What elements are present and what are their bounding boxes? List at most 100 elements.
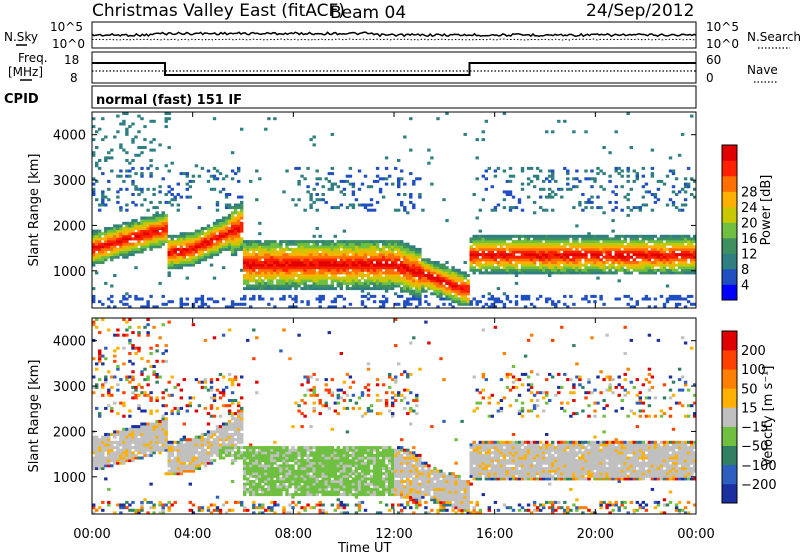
power-cell [563, 263, 567, 267]
velocity-cell [107, 461, 111, 465]
velocity-cell [191, 461, 196, 465]
velocity-cell [194, 443, 199, 447]
power-cell [427, 302, 431, 306]
power-cell [469, 261, 473, 264]
power-cell [620, 208, 624, 212]
velocity-cell [200, 380, 205, 384]
velocity-cell [224, 404, 229, 408]
power-cell [122, 232, 126, 236]
velocity-cell [215, 508, 220, 512]
power-cell [578, 258, 582, 262]
power-cell [200, 250, 205, 254]
beam-label: Beam 04 [330, 3, 406, 23]
power-cell [481, 138, 485, 142]
velocity-cell [155, 438, 159, 442]
velocity-cell [110, 433, 114, 436]
power-cell [551, 266, 555, 270]
power-cell [218, 227, 223, 230]
velocity-cell [143, 422, 147, 426]
power-cell [348, 203, 353, 207]
power-cell [381, 302, 386, 306]
velocity-cell [158, 511, 162, 515]
power-cell [545, 177, 549, 181]
velocity-cell [252, 453, 256, 457]
power-cell [98, 240, 102, 244]
power-cell [173, 258, 177, 262]
power-cell [433, 261, 437, 264]
velocity-cell [164, 344, 168, 348]
power-cell [400, 247, 404, 251]
power-cell [439, 294, 443, 298]
velocity-cell [264, 474, 268, 478]
power-cell [158, 221, 162, 225]
power-cell [240, 211, 244, 215]
power-cell [671, 266, 676, 270]
velocity-cell [137, 349, 141, 353]
power-cell [240, 224, 244, 228]
power-cell [327, 240, 331, 244]
power-cell [191, 234, 196, 238]
velocity-cell [116, 388, 120, 392]
power-cell [110, 242, 114, 246]
velocity-cell [131, 508, 135, 512]
power-cell [523, 242, 528, 246]
power-cell [267, 302, 271, 306]
power-cell [321, 198, 325, 202]
power-cell [131, 138, 135, 142]
power-cell [125, 127, 129, 131]
power-cell [116, 232, 120, 236]
power-cell [128, 250, 132, 254]
power-cell [572, 237, 576, 241]
power-cell [677, 297, 682, 301]
power-cell [375, 166, 380, 170]
power-cell [158, 281, 162, 285]
power-cell [520, 242, 525, 246]
power-cell [116, 130, 120, 134]
power-cell [466, 302, 470, 306]
velocity-cell [161, 511, 165, 515]
velocity-cell [206, 422, 211, 426]
power-cell [686, 247, 691, 251]
power-cell [297, 253, 301, 257]
power-cell [246, 255, 250, 259]
velocity-cell [125, 456, 129, 460]
power-cell [312, 255, 316, 259]
power-cell [146, 234, 150, 238]
power-cell [303, 255, 307, 259]
power-cell [671, 255, 676, 259]
velocity-cell [261, 453, 265, 457]
velocity-cell [137, 393, 141, 397]
velocity-cell [137, 346, 141, 350]
power-cell [330, 274, 334, 277]
velocity-cell [240, 503, 244, 507]
velocity-cell [237, 440, 241, 444]
velocity-cell [170, 459, 174, 463]
velocity-cell [243, 446, 247, 450]
power-cell [276, 268, 280, 272]
power-cell [197, 297, 202, 301]
power-cell [134, 153, 138, 157]
power-cell [327, 245, 331, 249]
power-cell [237, 232, 241, 236]
power-cell [508, 193, 513, 196]
power-cell [270, 281, 274, 285]
power-cell [128, 232, 132, 236]
power-cell [430, 182, 434, 186]
power-cell [158, 242, 162, 246]
velocity-cell [209, 451, 214, 455]
power-cell [267, 276, 271, 280]
velocity-cell [258, 474, 262, 478]
power-cell [581, 263, 585, 267]
velocity-cell [230, 422, 235, 426]
velocity-cell [152, 422, 156, 426]
power-cell [279, 250, 283, 254]
power-cell [122, 148, 126, 152]
power-cell [221, 247, 226, 251]
power-cell [427, 258, 431, 262]
power-cell [318, 263, 322, 267]
power-cell [285, 274, 289, 277]
power-cell [644, 203, 649, 207]
velocity-cell [188, 440, 192, 444]
velocity-cell [116, 453, 120, 457]
power-cell [526, 266, 531, 270]
